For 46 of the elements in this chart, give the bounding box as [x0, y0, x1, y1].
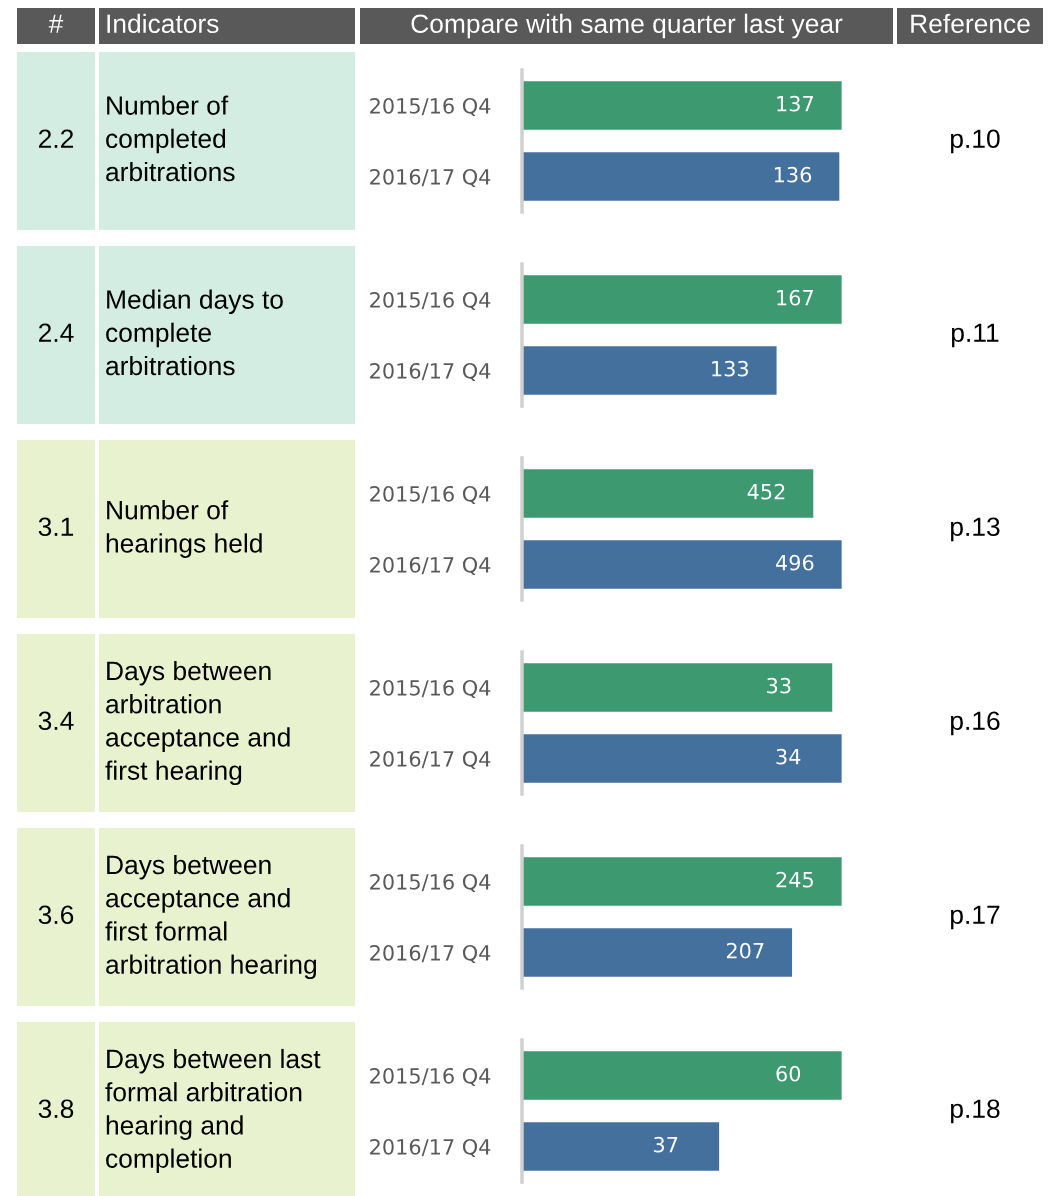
- y-tick-label: 2016/17 Q4: [370, 362, 491, 382]
- text: Number of completed arbitrations: [106, 95, 235, 182]
- data-label: 133: [712, 360, 748, 377]
- text: Days between last formal arbitration hearing and completion: [105, 1048, 321, 1174]
- y-tick-label: 2016/17 Q4: [370, 1138, 491, 1158]
- data-label: 60: [776, 1065, 801, 1082]
- text: p.17: [951, 905, 1000, 930]
- text: Median days to complete arbitrations: [106, 289, 283, 376]
- y-tick-label: 2015/16 Q4: [370, 97, 491, 117]
- data-label: 37: [654, 1136, 678, 1153]
- y-tick-label: 2016/17 Q4: [370, 168, 491, 188]
- data-label: 496: [776, 554, 814, 571]
- data-label: 245: [776, 871, 813, 888]
- text: 3.1: [38, 517, 74, 537]
- data-label: 136: [774, 166, 812, 183]
- data-label: 167: [777, 289, 813, 306]
- data-label: 33: [767, 677, 791, 694]
- text: p.13: [951, 517, 1000, 542]
- y-tick-label: 2016/17 Q4: [370, 944, 491, 964]
- y-tick-label: 2015/16 Q4: [370, 679, 491, 699]
- text: p.10: [951, 129, 1000, 154]
- text: Indicators: [107, 13, 219, 34]
- text: 3.8: [38, 1099, 74, 1119]
- data-label: 207: [726, 942, 764, 959]
- text: 2.2: [38, 129, 74, 148]
- y-tick-label: 2016/17 Q4: [370, 556, 491, 576]
- y-tick-label: 2015/16 Q4: [370, 485, 491, 505]
- y-tick-label: 2015/16 Q4: [370, 1067, 491, 1087]
- data-label: 137: [777, 95, 813, 112]
- text: 3.4: [38, 711, 74, 731]
- text: 3.6: [38, 905, 74, 925]
- text: 2.4: [38, 323, 74, 342]
- text: Compare with same quarter last year: [411, 13, 843, 39]
- text: Number of hearings held: [106, 500, 262, 558]
- text: #: [48, 14, 64, 33]
- text: Reference: [911, 13, 1030, 34]
- y-tick-label: 2015/16 Q4: [370, 291, 491, 311]
- text: p.16: [951, 711, 1000, 736]
- y-tick-label: 2015/16 Q4: [370, 873, 491, 893]
- y-tick-label: 2016/17 Q4: [370, 750, 491, 770]
- text: Days between arbitration acceptance and first hearing: [105, 660, 290, 786]
- text: p.18: [951, 1099, 1000, 1124]
- data-label: 452: [747, 483, 785, 500]
- text: Days between acceptance and first formal arbitration hearing: [105, 854, 317, 980]
- text: p.11: [952, 323, 999, 348]
- data-label: 34: [776, 748, 801, 765]
